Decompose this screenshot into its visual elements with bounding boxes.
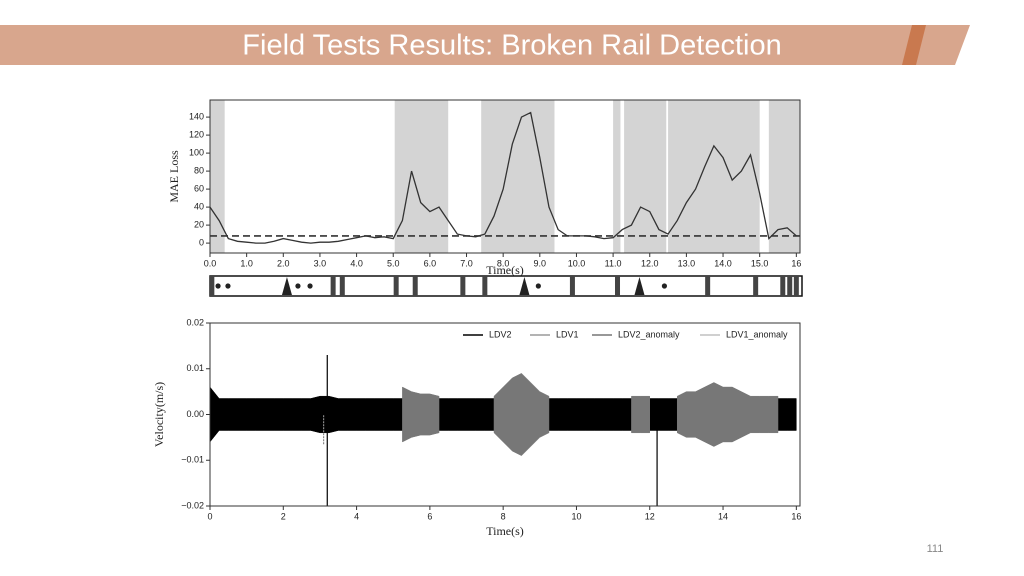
event-dot: [295, 283, 301, 289]
anomaly-region: [624, 100, 667, 253]
anomaly-region: [210, 100, 225, 253]
page-number: 111: [927, 543, 944, 555]
y-tick-label: −0.02: [181, 500, 204, 510]
event-bar: [330, 276, 336, 296]
x-axis-label: Time(s): [486, 524, 524, 538]
x-tick-label: 10.0: [568, 258, 586, 268]
x-tick-label: 8: [501, 511, 506, 521]
x-tick-label: 4.0: [350, 258, 363, 268]
event-bar: [339, 276, 345, 296]
signal-band: [631, 395, 651, 434]
x-tick-label: 2: [281, 511, 286, 521]
event-dot: [307, 283, 313, 289]
x-tick-label: 14: [718, 511, 728, 521]
y-tick-label: 80: [194, 165, 204, 175]
event-dot: [225, 283, 231, 289]
event-bar: [209, 276, 215, 296]
x-tick-label: 14.0: [714, 258, 732, 268]
x-tick-label: 0.0: [204, 258, 217, 268]
event-bar: [393, 276, 399, 296]
event-bar: [482, 276, 488, 296]
event-triangle: [281, 277, 292, 295]
x-tick-label: 1.0: [240, 258, 253, 268]
event-dot: [535, 283, 541, 289]
y-axis-label: MAE Loss: [167, 150, 181, 203]
anomaly-region: [668, 100, 760, 253]
x-tick-label: 6: [427, 511, 432, 521]
anomaly-region: [481, 100, 555, 253]
loss-line: [209, 111, 797, 244]
x-tick-label: 6.0: [424, 258, 437, 268]
x-tick-label: 12.0: [641, 258, 659, 268]
x-tick-label: 16: [791, 258, 801, 268]
event-bar: [412, 276, 418, 296]
x-tick-label: 11.0: [605, 258, 622, 268]
y-tick-label: 0.01: [186, 363, 204, 373]
y-axis-label: Velocity(m/s): [152, 382, 166, 447]
signal-band: [402, 386, 440, 443]
y-tick-label: 60: [194, 183, 204, 193]
legend-label: LDV1: [556, 329, 579, 339]
anomaly-region: [613, 100, 621, 253]
x-tick-label: 5.0: [387, 258, 400, 268]
signal-band: [493, 373, 550, 456]
y-tick-label: 140: [189, 111, 204, 121]
signal-band: [676, 382, 779, 447]
x-tick-label: 13.0: [678, 258, 696, 268]
event-bar: [460, 276, 466, 296]
y-tick-label: −0.01: [181, 455, 204, 465]
y-tick-label: 100: [189, 147, 204, 157]
x-tick-label: 16: [791, 511, 801, 521]
event-triangle: [634, 277, 645, 295]
anomaly-region: [768, 100, 800, 253]
event-bar: [780, 276, 786, 296]
x-tick-label: 8.0: [497, 258, 510, 268]
legend-label: LDV2: [489, 329, 512, 339]
y-tick-label: 40: [194, 201, 204, 211]
y-tick-label: 120: [189, 129, 204, 139]
x-axis-label: Time(s): [486, 263, 524, 277]
event-bar: [793, 276, 799, 296]
event-triangle: [519, 277, 530, 295]
event-dot: [215, 283, 221, 289]
event-bar: [569, 276, 575, 296]
plot-frame: [209, 99, 801, 254]
event-dot: [661, 283, 668, 289]
y-tick-label: 0: [199, 237, 204, 247]
x-tick-label: 3.0: [314, 258, 327, 268]
x-tick-label: 4: [354, 511, 359, 521]
x-tick-label: 0: [207, 511, 212, 521]
x-tick-label: 2.0: [277, 258, 290, 268]
legend-label: LDV2_anomaly: [618, 329, 680, 339]
event-bar: [787, 276, 793, 296]
y-tick-label: 0.00: [186, 409, 204, 419]
title-accent: [902, 25, 926, 65]
x-tick-label: 10: [571, 511, 581, 521]
y-tick-label: 20: [194, 219, 204, 229]
x-tick-label: 15.0: [751, 258, 769, 268]
legend-label: LDV1_anomaly: [726, 329, 788, 339]
event-bar: [705, 276, 711, 296]
title-band: [0, 25, 970, 65]
event-bar: [753, 276, 759, 296]
event-bar: [615, 276, 621, 296]
x-tick-label: 7.0: [460, 258, 473, 268]
anomaly-region: [394, 100, 449, 253]
y-tick-label: 0.02: [186, 317, 204, 327]
x-tick-label: 9.0: [534, 258, 547, 268]
x-tick-label: 12: [645, 511, 655, 521]
slide-title: Field Tests Results: Broken Rail Detecti…: [242, 30, 781, 62]
